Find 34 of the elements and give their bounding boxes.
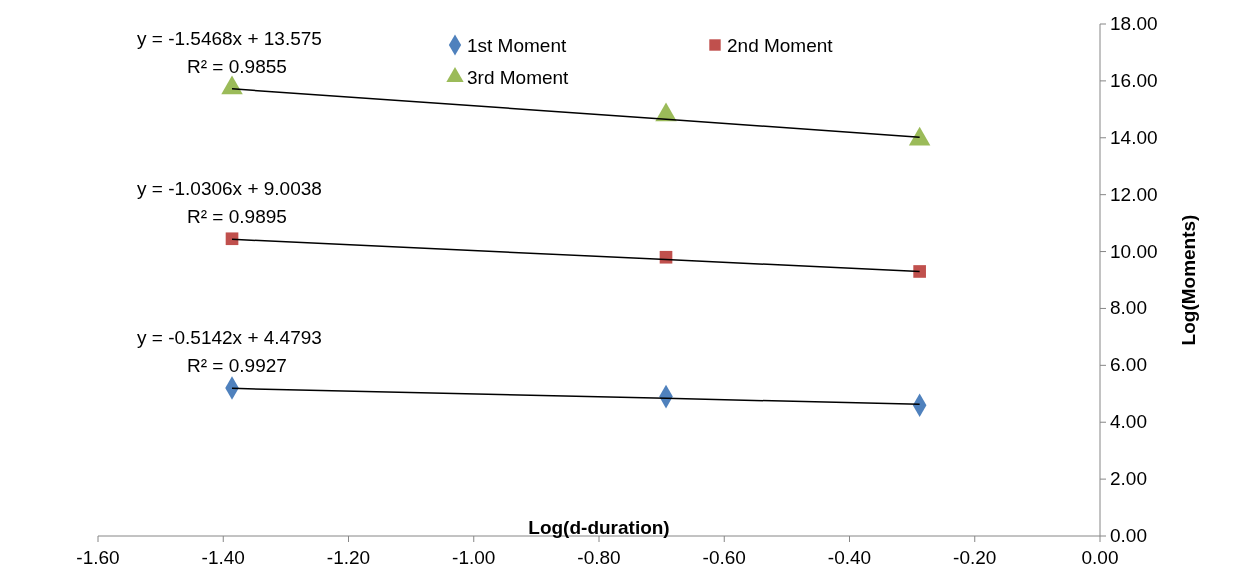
x-tick-label: -1.20 <box>326 547 371 568</box>
point <box>225 232 239 246</box>
annotation: y = -1.5468x + 13.575 <box>137 27 322 49</box>
legend-label: 3rd Moment <box>467 67 570 88</box>
x-tick-label: -0.20 <box>953 547 997 568</box>
y-tick-label: 8.00 <box>1110 297 1147 319</box>
point <box>221 75 243 95</box>
x-tick-label: -1.00 <box>452 547 496 568</box>
annotation: y = -0.5142x + 4.4793 <box>137 327 322 349</box>
y-tick-label: 10.00 <box>1110 240 1158 262</box>
legend-label: 2nd Moment <box>727 35 834 56</box>
point <box>913 265 926 278</box>
annotation: y = -1.0306x + 9.0038 <box>137 178 322 200</box>
annotation: R² = 0.9855 <box>187 55 287 77</box>
y-tick-label: 0.00 <box>1110 525 1147 546</box>
y-tick-label: 12.00 <box>1110 183 1158 205</box>
x-tick-label: -0.40 <box>827 547 872 568</box>
y-tick-label: 18.00 <box>1110 13 1158 34</box>
x-tick-label: -1.40 <box>201 547 245 568</box>
x-axis-title: Log(d-duration) <box>528 517 670 538</box>
annotation: R² = 0.9895 <box>187 206 287 228</box>
x-tick-label: -1.60 <box>76 547 120 568</box>
legend-label: 1st Moment <box>467 35 567 56</box>
y-axis-title: Log(Moments) <box>1178 214 1199 346</box>
x-tick-label: 0.00 <box>1081 547 1119 568</box>
y-tick-label: 6.00 <box>1110 354 1147 376</box>
x-tick-label: -0.80 <box>577 547 621 568</box>
x-tick-label: -0.60 <box>702 547 746 568</box>
y-tick-label: 16.00 <box>1110 69 1158 91</box>
y-tick-label: 2.00 <box>1110 468 1147 490</box>
y-tick-label: 4.00 <box>1110 411 1147 433</box>
annotation: R² = 0.9927 <box>187 355 287 377</box>
y-tick-label: 14.00 <box>1110 126 1158 148</box>
point <box>908 126 931 146</box>
